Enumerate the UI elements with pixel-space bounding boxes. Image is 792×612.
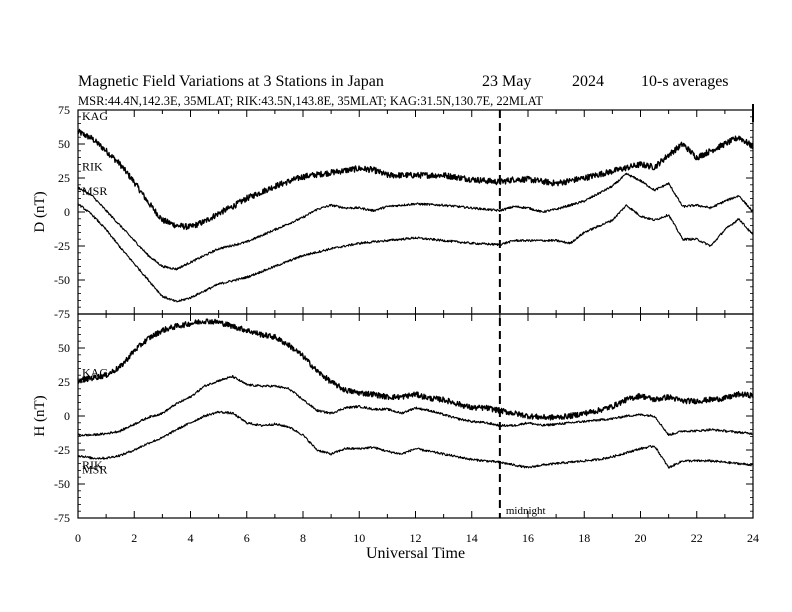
x-tick-label: 12: [410, 531, 422, 545]
y-tick-label: 50: [58, 341, 70, 355]
y-tick-label: 0: [64, 409, 70, 423]
y-tick-label: -75: [54, 511, 70, 525]
title-averages: 10-s averages: [641, 73, 729, 90]
series-label-rik-bottom: RIK: [82, 458, 103, 472]
y-tick-label: -25: [54, 443, 70, 457]
y-tick-label: -50: [54, 273, 70, 287]
x-tick-label: 6: [244, 531, 250, 545]
series-label-msr-bottom: MSR: [82, 462, 107, 476]
series-label-kag-top: KAG: [82, 109, 108, 123]
x-tick-label: 22: [691, 531, 703, 545]
series-line-msr-bottom: [77, 410, 754, 469]
y-tick-label: 25: [58, 171, 70, 185]
x-tick-label: 24: [747, 531, 759, 545]
y-tick-label: -75: [54, 307, 70, 321]
x-tick-label: 10: [353, 531, 365, 545]
midnight-label: midnight: [506, 505, 546, 517]
title-year: 2024: [572, 73, 604, 90]
series-line-kag-top: [77, 128, 754, 231]
x-tick-label: 18: [578, 531, 590, 545]
x-tick-label: 2: [131, 531, 137, 545]
series-line-msr-top: [77, 202, 754, 303]
y-axis-label: D (nT): [32, 191, 48, 232]
y-tick-label: 0: [64, 205, 70, 219]
y-tick-label: 75: [58, 103, 70, 117]
x-tick-label: 14: [466, 531, 478, 545]
x-tick-label: 16: [522, 531, 534, 545]
x-tick-label: 20: [635, 531, 647, 545]
series-label-kag-bottom: KAG: [82, 366, 108, 380]
plot-frame-top: [77, 109, 754, 315]
d-panel: 75 50 25 0 -25 -50 -75 D (nT) KAG RIK MSR: [32, 103, 754, 321]
title-date: 23 May: [482, 73, 532, 90]
overlay: midnight: [498, 104, 754, 518]
series-line-rik-top: [77, 172, 754, 271]
series-label-rik-top: RIK: [82, 160, 103, 174]
x-tick-label: 0: [75, 531, 81, 545]
y-tick-label: -50: [54, 477, 70, 491]
y-tick-label: 25: [58, 375, 70, 389]
series-line-rik-bottom: [77, 375, 754, 437]
x-tick-label: 8: [300, 531, 306, 545]
x-axis-label: Universal Time: [366, 545, 465, 562]
title-main: Magnetic Field Variations at 3 Stations …: [78, 73, 384, 90]
station-info: MSR:44.4N,142.3E, 35MLAT; RIK:43.5N,143.…: [78, 94, 543, 108]
y-axis-label: H (nT): [32, 395, 48, 436]
y-tick-label: 50: [58, 137, 70, 151]
series-line-kag-bottom: [77, 318, 754, 421]
x-tick-label: 4: [188, 531, 194, 545]
series-label-msr-top: MSR: [82, 184, 107, 198]
y-tick-label: -25: [54, 239, 70, 253]
